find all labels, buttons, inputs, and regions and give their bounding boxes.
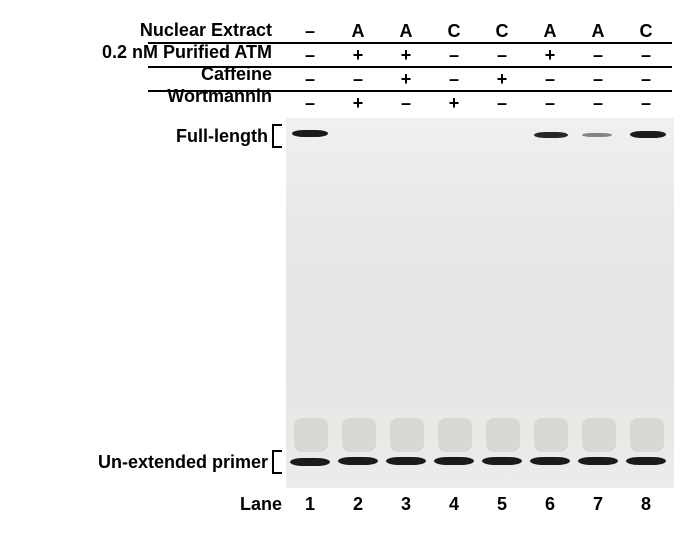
gel-image: Full-length Un-extended primer bbox=[286, 118, 674, 488]
condition-cell: – bbox=[382, 93, 430, 114]
lane-number-row: Lane 1 2 3 4 5 6 7 8 bbox=[286, 494, 674, 515]
condition-cell: + bbox=[334, 45, 382, 66]
condition-label: Caffeine bbox=[201, 64, 272, 84]
condition-cell: – bbox=[574, 93, 622, 114]
condition-cell: – bbox=[622, 93, 670, 114]
full-length-band bbox=[534, 132, 568, 138]
condition-cell: + bbox=[382, 45, 430, 66]
condition-cell: A bbox=[382, 21, 430, 42]
condition-row: Nuclear Extract – A A C C A A C bbox=[148, 20, 672, 44]
lane-number: 4 bbox=[430, 494, 478, 515]
lane-number: 3 bbox=[382, 494, 430, 515]
condition-cell: – bbox=[526, 93, 574, 114]
gel-smear bbox=[630, 418, 664, 452]
full-length-band bbox=[630, 131, 666, 138]
condition-cell: A bbox=[574, 21, 622, 42]
gel-smear bbox=[534, 418, 568, 452]
primer-band bbox=[386, 457, 426, 465]
condition-label: 0.2 nM Purified ATM bbox=[102, 42, 272, 62]
bracket-icon bbox=[272, 450, 282, 474]
lane-label: Lane bbox=[240, 494, 282, 514]
primer-band bbox=[626, 457, 666, 465]
gel-smear bbox=[342, 418, 376, 452]
condition-label: Nuclear Extract bbox=[140, 20, 272, 40]
lane-number: 1 bbox=[286, 494, 334, 515]
condition-cell: – bbox=[286, 21, 334, 42]
condition-cell: – bbox=[478, 45, 526, 66]
condition-cell: + bbox=[382, 69, 430, 90]
condition-cell: – bbox=[334, 69, 382, 90]
condition-row: Wortmannin – + – + – – – – bbox=[148, 92, 672, 114]
condition-cell: – bbox=[622, 45, 670, 66]
condition-cell: – bbox=[574, 45, 622, 66]
condition-cell: – bbox=[286, 93, 334, 114]
condition-cell: – bbox=[478, 93, 526, 114]
condition-cell: – bbox=[622, 69, 670, 90]
full-length-band bbox=[582, 133, 612, 137]
condition-cell: C bbox=[478, 21, 526, 42]
gel-smear bbox=[486, 418, 520, 452]
lane-number: 7 bbox=[574, 494, 622, 515]
condition-cell: + bbox=[478, 69, 526, 90]
primer-band bbox=[578, 457, 618, 465]
condition-cell: A bbox=[526, 21, 574, 42]
band-label-full-length: Full-length bbox=[176, 126, 268, 147]
condition-cell: C bbox=[430, 21, 478, 42]
primer-band bbox=[434, 457, 474, 465]
gel-smear bbox=[438, 418, 472, 452]
gel-smear bbox=[294, 418, 328, 452]
primer-band bbox=[530, 457, 570, 465]
band-label-primer: Un-extended primer bbox=[98, 452, 268, 473]
condition-cell: – bbox=[526, 69, 574, 90]
primer-band bbox=[482, 457, 522, 465]
lane-number: 6 bbox=[526, 494, 574, 515]
condition-cell: – bbox=[574, 69, 622, 90]
condition-cell: + bbox=[526, 45, 574, 66]
lane-number: 5 bbox=[478, 494, 526, 515]
condition-cell: + bbox=[334, 93, 382, 114]
primer-band bbox=[338, 457, 378, 465]
condition-label: Wortmannin bbox=[167, 86, 272, 106]
full-length-band bbox=[292, 130, 328, 137]
figure-container: Nuclear Extract – A A C C A A C 0.2 nM P… bbox=[20, 20, 672, 515]
condition-table: Nuclear Extract – A A C C A A C 0.2 nM P… bbox=[148, 20, 672, 114]
condition-cell: – bbox=[286, 69, 334, 90]
condition-cell: + bbox=[430, 93, 478, 114]
condition-cell: – bbox=[286, 45, 334, 66]
gel-smear bbox=[582, 418, 616, 452]
bracket-icon bbox=[272, 124, 282, 148]
lane-number: 8 bbox=[622, 494, 670, 515]
condition-cell: A bbox=[334, 21, 382, 42]
primer-band bbox=[290, 458, 330, 466]
gel-smear bbox=[390, 418, 424, 452]
lane-number: 2 bbox=[334, 494, 382, 515]
condition-cell: C bbox=[622, 21, 670, 42]
condition-cell: – bbox=[430, 69, 478, 90]
condition-cell: – bbox=[430, 45, 478, 66]
